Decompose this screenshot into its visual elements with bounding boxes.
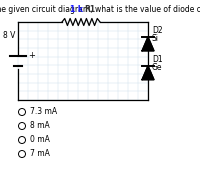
Text: D1: D1	[152, 55, 163, 64]
Text: +: +	[28, 50, 35, 60]
Text: 1 k: 1 k	[70, 5, 84, 14]
Polygon shape	[142, 66, 154, 80]
Polygon shape	[142, 37, 154, 51]
Text: Si: Si	[152, 34, 159, 43]
Text: From the given circuit diagram, what is the value of diode current?: From the given circuit diagram, what is …	[0, 5, 200, 14]
Text: 8 mA: 8 mA	[30, 122, 50, 130]
Text: R1: R1	[84, 5, 96, 14]
Text: 7 mA: 7 mA	[30, 149, 50, 159]
Text: 8 V: 8 V	[3, 31, 15, 41]
Text: 0 mA: 0 mA	[30, 135, 50, 144]
Text: 7.3 mA: 7.3 mA	[30, 108, 57, 116]
Text: Ge: Ge	[152, 63, 162, 72]
Text: D2: D2	[152, 26, 163, 35]
